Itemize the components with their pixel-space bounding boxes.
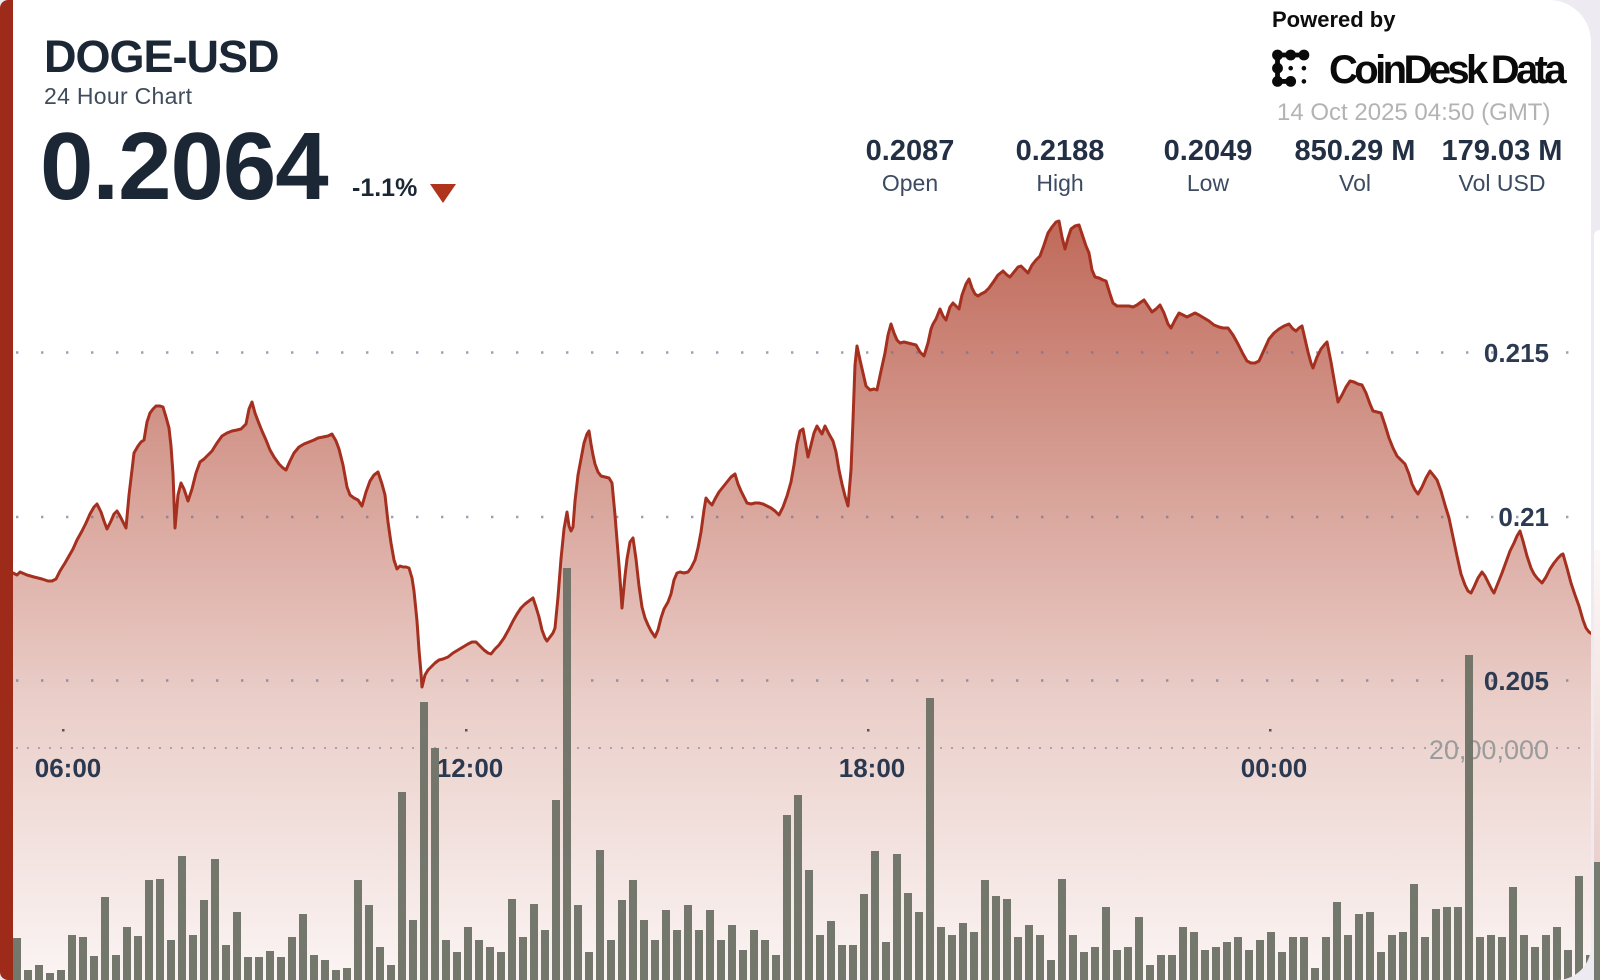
svg-text:18:00: 18:00 <box>839 753 906 783</box>
svg-text:06:00: 06:00 <box>35 753 102 783</box>
svg-text:0.215: 0.215 <box>1484 338 1549 368</box>
svg-text:20,00,000: 20,00,000 <box>1429 735 1549 765</box>
svg-text:0.205: 0.205 <box>1484 666 1549 696</box>
svg-text:0.21: 0.21 <box>1498 502 1549 532</box>
svg-text:12:00: 12:00 <box>437 753 504 783</box>
svg-text:00:00: 00:00 <box>1241 753 1308 783</box>
